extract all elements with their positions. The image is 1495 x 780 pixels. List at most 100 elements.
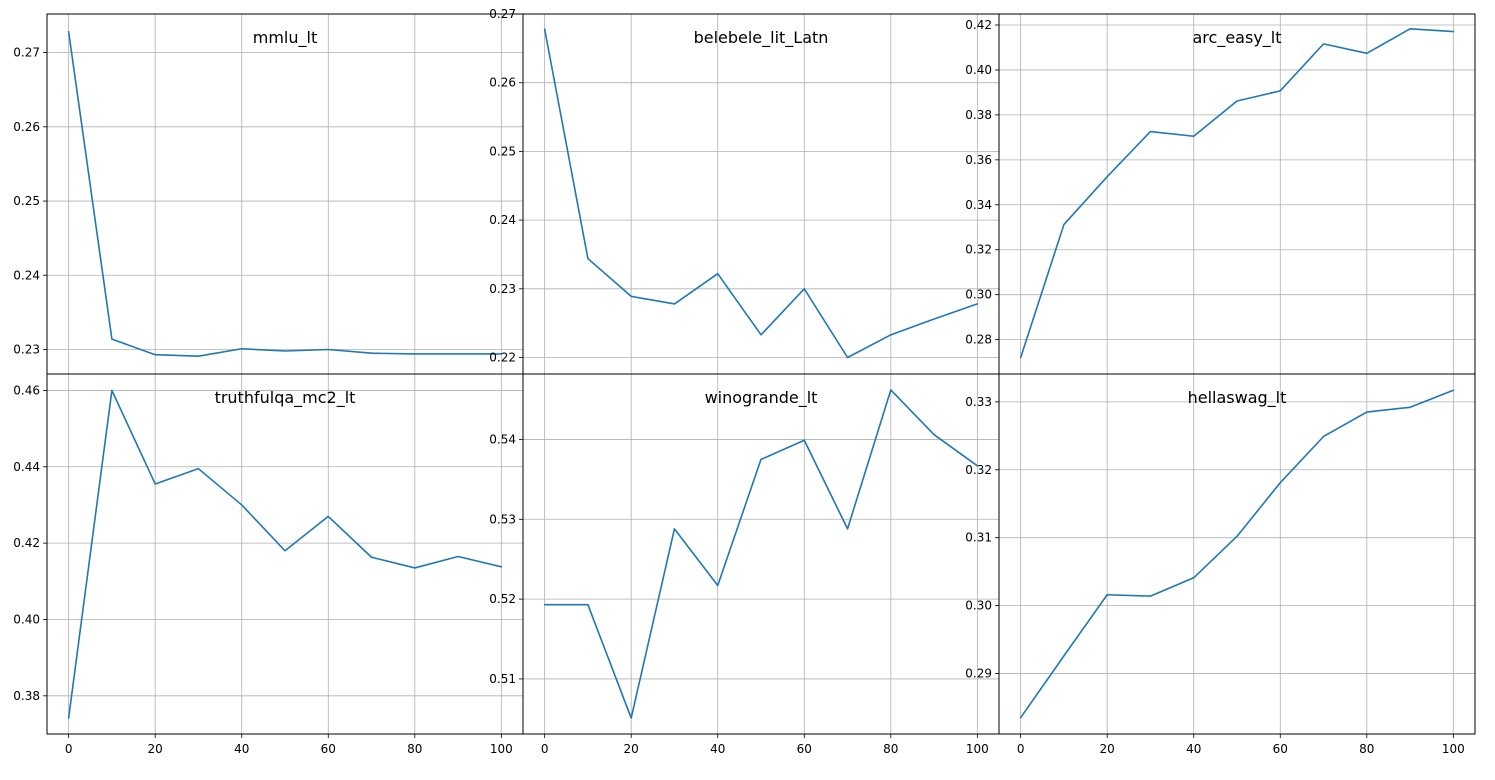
y-tick-label: 0.26 [489,76,516,90]
data-point [1365,410,1369,414]
data-point [196,354,200,358]
data-point [326,348,330,352]
data-point [802,438,806,442]
data-point [370,555,374,559]
y-tick-label: 0.30 [965,599,992,613]
data-point [1105,593,1109,597]
data-point [1235,534,1239,538]
data-point [283,549,287,553]
subplots: 0.230.240.250.260.27mmlu_lt0.220.230.240… [13,7,1476,756]
data-point [1451,30,1455,34]
y-tick-label: 0.25 [489,144,516,158]
x-tick-label: 60 [1273,742,1288,756]
data-point [889,388,893,392]
data-point [543,27,547,31]
data-point [716,272,720,276]
data-point [1451,388,1455,392]
y-tick-label: 0.40 [965,63,992,77]
data-point [1019,356,1023,360]
data-point [1408,405,1412,409]
y-tick-label: 0.42 [965,18,992,32]
y-tick-label: 0.32 [965,463,992,477]
x-tick-label: 20 [1100,742,1115,756]
data-point [846,527,850,531]
data-point [1322,42,1326,46]
axes-frame [998,373,1476,735]
y-tick-label: 0.42 [13,536,40,550]
y-tick-label: 0.27 [489,7,516,21]
x-tick-label: 80 [1359,742,1374,756]
data-point [413,566,417,570]
x-tick-label: 60 [797,742,812,756]
y-tick-label: 0.31 [965,531,992,545]
data-point [543,603,547,607]
y-tick-label: 0.24 [13,268,40,282]
data-point [196,467,200,471]
y-tick-label: 0.23 [13,343,40,357]
x-tick-label: 100 [490,742,513,756]
data-point [1148,594,1152,598]
data-point [672,302,676,306]
y-tick-label: 0.52 [489,592,516,606]
data-point [846,356,850,360]
y-tick-label: 0.26 [13,120,40,134]
data-point [1148,130,1152,134]
data-point [240,347,244,351]
data-point [759,333,763,337]
data-point [240,503,244,507]
x-tick-label: 0 [541,742,549,756]
y-tick-label: 0.32 [965,243,992,257]
series-line [543,389,979,719]
data-point [586,257,590,261]
data-point [1235,99,1239,103]
subplot-title: mmlu_lt [253,28,317,48]
x-tick-label: 20 [148,742,163,756]
data-point [1019,716,1023,720]
x-tick-label: 20 [624,742,639,756]
data-point [456,554,460,558]
data-point [1062,654,1066,658]
x-tick-label: 80 [407,742,422,756]
data-point [1408,27,1412,31]
data-point [1278,481,1282,485]
y-tick-label: 0.34 [965,198,992,212]
y-tick-label: 0.29 [965,667,992,681]
subplot-5: 0 20 40 60 80 100 0.51 0.52 0.53 0.54 winogrande_l… [489,373,1000,756]
y-tick-label: 0.54 [489,432,516,446]
subplot-1: 0.23 0.24 0.25 0.26 0.27 mmlu_lt [13,13,524,375]
data-point [802,287,806,291]
data-point [326,514,330,518]
data-point [1062,223,1066,227]
subplot-title: truthfulqa_mc2_lt [215,388,356,408]
x-tick-label: 40 [234,742,249,756]
y-tick-label: 0.46 [13,383,40,397]
data-point [499,565,503,569]
subplot-6: 0 20 40 60 80 100 0.29 0.30 0.31 0.32 0.33 hellaswa… [965,373,1476,756]
y-tick-label: 0.36 [965,153,992,167]
subplot-title: hellaswag_lt [1188,388,1287,408]
data-point [889,333,893,337]
subplot-title: winogrande_lt [705,388,818,408]
y-tick-label: 0.51 [489,672,516,686]
y-tick-label: 0.22 [489,351,516,365]
data-point [153,353,157,357]
subplot-title: arc_easy_lt [1193,28,1282,48]
y-tick-label: 0.38 [965,108,992,122]
data-point [932,317,936,321]
y-tick-label: 0.23 [489,282,516,296]
y-tick-label: 0.38 [13,689,40,703]
data-point [932,433,936,437]
data-point [586,603,590,607]
y-tick-label: 0.27 [13,46,40,60]
x-tick-label: 40 [710,742,725,756]
subplot-3: 0.28 0.30 0.32 0.34 0.36 0.38 0.40 0.42 arc_easy… [965,13,1476,375]
series-line [67,389,503,719]
data-point [283,349,287,353]
x-tick-label: 40 [1186,742,1201,756]
data-point [413,352,417,356]
data-point [1322,434,1326,438]
y-tick-label: 0.30 [965,288,992,302]
series-line [1019,389,1455,719]
